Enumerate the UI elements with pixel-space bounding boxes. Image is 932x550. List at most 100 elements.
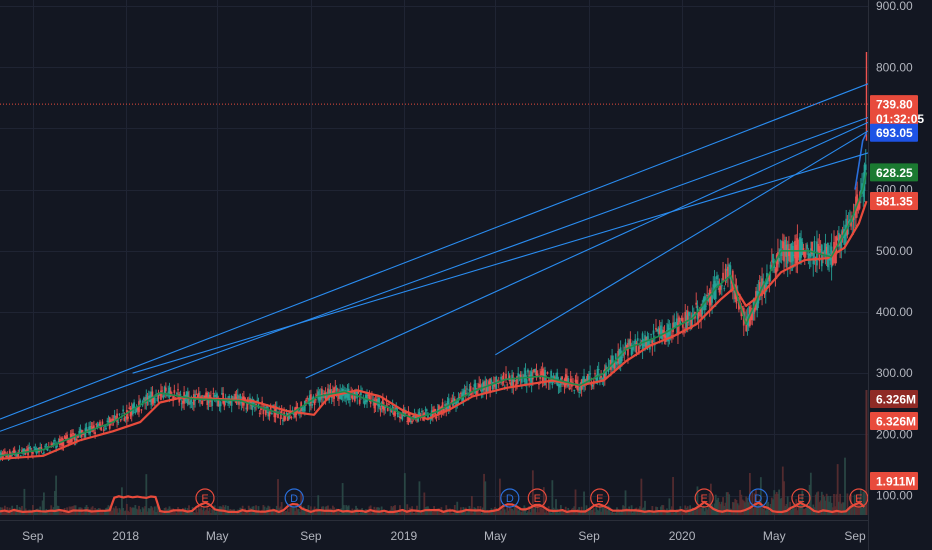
- candle-body: [216, 393, 218, 402]
- volume-bar: [805, 507, 807, 515]
- trendlines[interactable]: [0, 83, 869, 432]
- candle-body: [427, 413, 429, 420]
- volume-bar: [848, 505, 851, 515]
- volume-bar: [144, 506, 146, 515]
- volume-bar: [774, 494, 777, 515]
- candle-body: [119, 419, 122, 421]
- candle-body: [829, 255, 832, 261]
- candle-body: [466, 388, 468, 390]
- candle-body: [62, 442, 65, 447]
- volume-bar: [342, 505, 345, 515]
- candle-body: [597, 369, 600, 371]
- volume-bar: [650, 512, 653, 515]
- candle-body: [509, 382, 512, 386]
- candle-body: [627, 343, 629, 356]
- candle-body: [857, 202, 860, 210]
- volume-bar: [591, 509, 594, 515]
- volume-bar: [596, 509, 599, 515]
- candle-body: [556, 372, 559, 386]
- candle-body: [700, 307, 703, 318]
- volume-bar: [395, 511, 398, 515]
- candle-body: [483, 381, 485, 390]
- candle-body: [46, 446, 49, 451]
- candle-body: [724, 268, 727, 281]
- volume-bar: [292, 507, 295, 515]
- candle-body: [602, 373, 605, 381]
- volume-bar: [694, 510, 696, 515]
- volume-bar: [634, 508, 637, 515]
- candle-body: [712, 284, 715, 288]
- candle-body: [156, 397, 159, 402]
- candle-body: [118, 413, 121, 415]
- volume-bar: [780, 497, 783, 515]
- volume-bar: [645, 512, 648, 515]
- candle-body: [388, 404, 390, 406]
- volume-bar: [242, 512, 245, 515]
- volume-bar: [180, 511, 183, 515]
- volume-bar: [727, 492, 729, 515]
- volume-bar: [142, 508, 145, 515]
- candle-body: [161, 390, 164, 392]
- candle-body: [697, 311, 700, 319]
- candle-body: [834, 246, 837, 264]
- candle-body: [823, 250, 826, 253]
- candle-body: [511, 374, 514, 386]
- volume-bar: [741, 499, 744, 515]
- candle-body: [389, 409, 392, 411]
- candle-body: [273, 410, 276, 418]
- candle-body: [356, 391, 359, 398]
- candle-body: [614, 353, 617, 365]
- candle-body: [728, 264, 731, 267]
- volume-bar: [647, 509, 650, 515]
- volume-bar: [423, 492, 426, 515]
- candle-body: [366, 394, 368, 403]
- event-marker-circle: [500, 488, 520, 508]
- candle-body: [123, 417, 126, 421]
- candle-body: [514, 384, 517, 386]
- volume-bar: [594, 512, 596, 515]
- candle-body: [277, 414, 279, 418]
- candle-body: [502, 372, 505, 383]
- volume-bar: [42, 492, 45, 515]
- candle-body: [716, 275, 718, 280]
- volume-bar: [290, 506, 293, 515]
- volume-bar: [725, 492, 728, 515]
- candle-body: [675, 318, 678, 326]
- candle-body: [340, 391, 343, 400]
- candle-body: [639, 345, 642, 347]
- event-marker-label: D: [290, 493, 298, 505]
- volume-bar: [183, 509, 186, 515]
- volume-bar: [140, 512, 143, 515]
- volume-bar: [436, 508, 439, 515]
- candle-body: [301, 406, 304, 411]
- candle-body: [469, 386, 472, 396]
- volume-bar: [272, 508, 275, 515]
- candle-body: [391, 402, 394, 409]
- volume-bar: [844, 457, 846, 515]
- candle-body: [657, 327, 660, 334]
- candle-body: [90, 426, 93, 428]
- volume-bars: [0, 390, 868, 515]
- volume-bar: [850, 494, 852, 515]
- candle-body: [492, 384, 495, 386]
- candle-body: [135, 407, 138, 413]
- time-axis[interactable]: Sep 2018 May Sep 2019 May Sep 2020 May Sep: [22, 529, 866, 543]
- volume-bar: [599, 505, 601, 515]
- volume-bar: [739, 489, 742, 515]
- volume-bar: [2, 512, 5, 515]
- candle-body: [317, 391, 320, 400]
- volume-bar: [681, 510, 684, 515]
- volume-bar: [352, 510, 355, 515]
- volume-bar: [852, 506, 855, 515]
- event-marker-circle: [590, 488, 610, 508]
- volume-bar: [485, 510, 488, 515]
- volume-bar: [60, 510, 62, 515]
- volume-bar: [316, 508, 318, 515]
- volume-bar: [705, 507, 707, 515]
- candle-body: [595, 375, 598, 384]
- candle-body: [307, 398, 310, 400]
- volume-bar: [644, 500, 646, 515]
- volume-bar: [253, 510, 256, 515]
